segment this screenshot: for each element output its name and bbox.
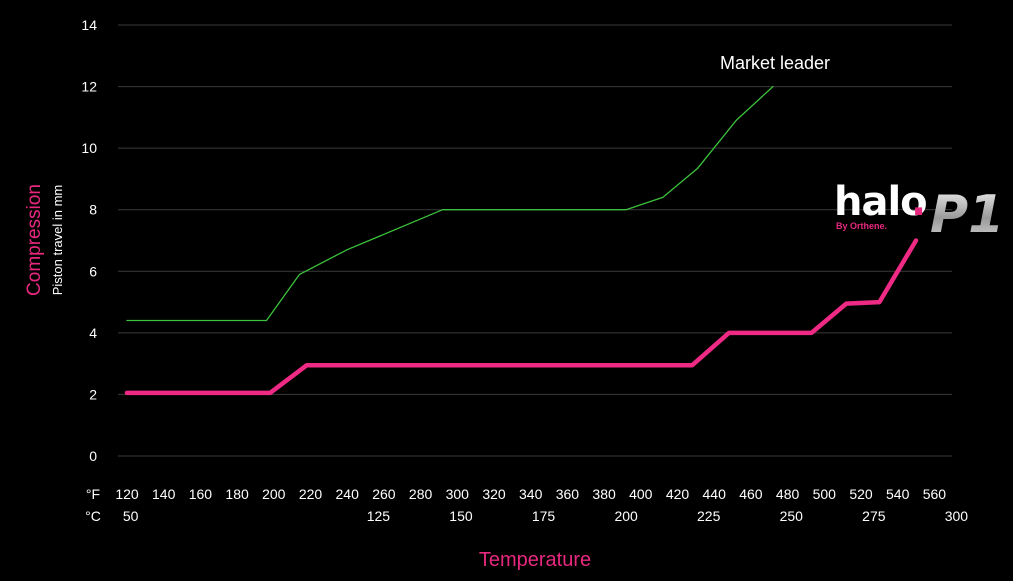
- halo-p1-logo: halo . By Orthene. P1: [834, 179, 1004, 245]
- y-tick-label: 0: [89, 448, 97, 464]
- x-tick-label-c: 300: [945, 508, 969, 524]
- x-tick-label-c: 200: [614, 508, 638, 524]
- x-tick-label-f: 140: [152, 486, 176, 502]
- x-tick-label-f: 360: [556, 486, 580, 502]
- logo-model: P1: [930, 185, 1004, 245]
- x-tick-label-f: 260: [372, 486, 396, 502]
- y-axis-ticks: 0 2 4 6 8 10 12 14: [81, 17, 97, 464]
- x-tick-label-f: 300: [446, 486, 470, 502]
- x-tick-label-f: 460: [739, 486, 763, 502]
- series-line-market-leader: [126, 85, 774, 322]
- x-tick-label-f: 500: [813, 486, 837, 502]
- x-tick-label-f: 160: [189, 486, 213, 502]
- y-tick-label: 10: [81, 140, 97, 156]
- logo-wordmark: halo: [834, 179, 927, 225]
- x-tick-label-f: 220: [299, 486, 323, 502]
- x-axis-title: Temperature: [479, 549, 591, 571]
- y-tick-label: 12: [81, 79, 97, 95]
- y-axis-subtitle: Piston travel in mm: [50, 185, 65, 296]
- x-tick-label-f: 180: [225, 486, 249, 502]
- x-tick-label-f: 120: [115, 486, 139, 502]
- y-tick-label: 8: [89, 202, 97, 218]
- x-tick-label-f: 340: [519, 486, 543, 502]
- logo-dot: .: [911, 179, 926, 225]
- x-tick-label-f: 520: [849, 486, 873, 502]
- y-tick-label: 4: [89, 325, 97, 341]
- x-tick-label-c: 125: [367, 508, 391, 524]
- x-tick-label-f: 380: [592, 486, 616, 502]
- x-tick-label-f: 320: [482, 486, 506, 502]
- x-tick-label-c: 50: [123, 508, 139, 524]
- x-unit-fahrenheit: °F: [86, 486, 100, 502]
- logo-byline: By Orthene.: [836, 221, 887, 231]
- x-tick-label-c: 275: [862, 508, 886, 524]
- series-label-market-leader: Market leader: [720, 53, 830, 73]
- x-tick-label-f: 540: [886, 486, 910, 502]
- x-tick-label-c: 175: [532, 508, 556, 524]
- y-tick-label: 6: [89, 263, 97, 279]
- x-tick-label-f: 560: [923, 486, 947, 502]
- series-lines: [124, 85, 919, 396]
- x-axis-ticks: 120 140 160 180 200 220 240 260 280 300 320 340 360 3…: [115, 486, 968, 524]
- x-tick-label-f: 420: [666, 486, 690, 502]
- x-tick-label-c: 150: [449, 508, 473, 524]
- x-tick-label-f: 240: [336, 486, 360, 502]
- x-tick-label-f: 280: [409, 486, 433, 502]
- y-tick-label: 2: [89, 386, 97, 402]
- y-axis-title: Compression: [24, 184, 45, 296]
- x-tick-label-f: 400: [629, 486, 653, 502]
- x-tick-label-c: 250: [780, 508, 804, 524]
- y-tick-label: 14: [81, 17, 97, 33]
- x-tick-label-f: 440: [703, 486, 727, 502]
- x-tick-label-c: 225: [697, 508, 721, 524]
- x-unit-celsius: °C: [85, 508, 101, 524]
- x-tick-label-f: 200: [262, 486, 286, 502]
- x-tick-label-f: 480: [776, 486, 800, 502]
- series-line-halo-p1: [124, 238, 919, 396]
